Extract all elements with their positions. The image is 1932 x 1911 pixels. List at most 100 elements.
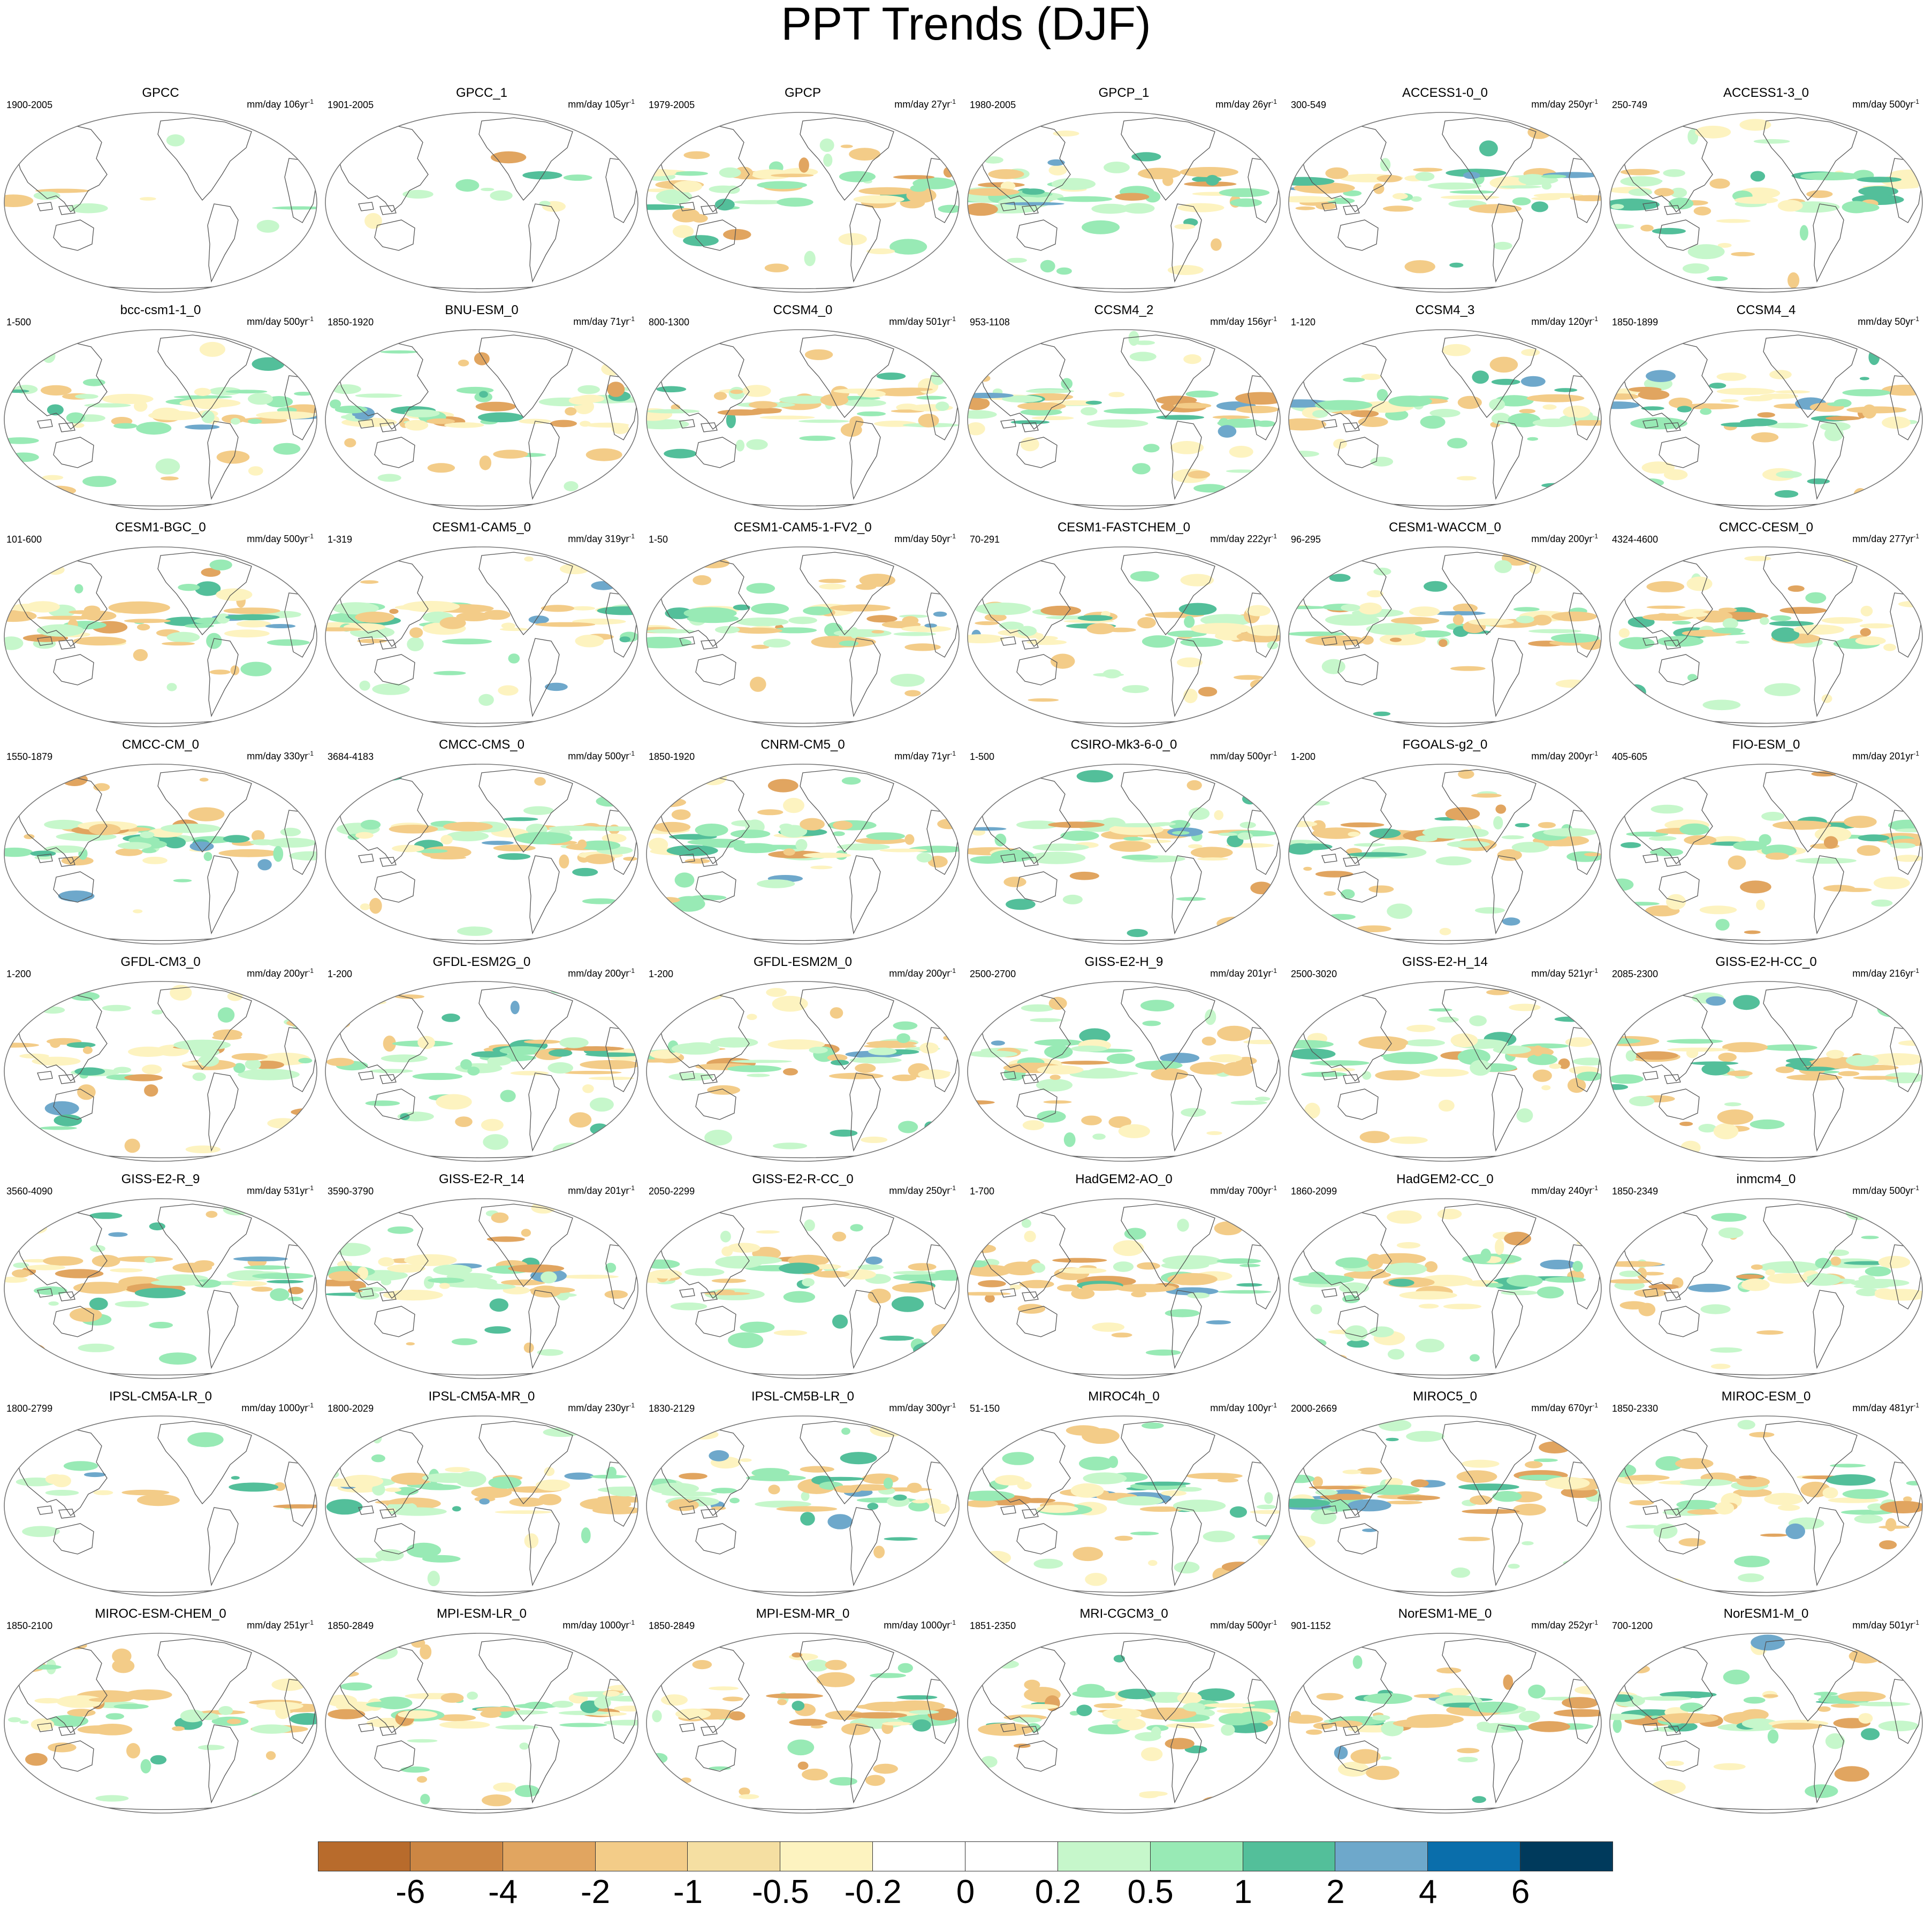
map-panel: ACCESS1-0_0 300-549 mm/day 250yr-1 bbox=[1284, 80, 1606, 299]
trend-patch bbox=[149, 1222, 165, 1231]
trend-patch bbox=[233, 1063, 246, 1073]
trend-patch bbox=[1736, 1274, 1764, 1279]
trend-patch bbox=[1788, 585, 1805, 592]
trend-patch bbox=[802, 1278, 815, 1286]
coastline bbox=[1022, 1509, 1039, 1519]
trend-patch bbox=[928, 926, 959, 938]
trend-patch bbox=[344, 1139, 355, 1146]
trend-patch bbox=[589, 1097, 614, 1112]
trend-patch bbox=[841, 1427, 850, 1435]
trend-patch bbox=[1844, 816, 1877, 828]
trend-patch bbox=[1715, 1502, 1735, 1515]
coastline bbox=[1321, 1288, 1337, 1298]
trend-patch bbox=[1239, 1263, 1260, 1267]
trend-patch bbox=[1242, 1571, 1267, 1582]
trend-patch bbox=[1533, 193, 1584, 198]
trend-patch bbox=[330, 1217, 348, 1226]
trend-patch bbox=[1468, 618, 1514, 626]
trend-patch bbox=[772, 995, 808, 1012]
trend-patch bbox=[686, 1422, 701, 1427]
trend-patch bbox=[199, 341, 225, 357]
trend-patch bbox=[197, 1745, 225, 1750]
trend-patch bbox=[1540, 1260, 1576, 1269]
coastline bbox=[658, 339, 750, 430]
trend-patch bbox=[436, 1094, 472, 1110]
trend-patch bbox=[1687, 674, 1698, 682]
trend-patch bbox=[166, 134, 185, 147]
trend-patch bbox=[1830, 1257, 1842, 1266]
trend-patch bbox=[8, 452, 39, 462]
trend-patch bbox=[1289, 177, 1335, 186]
coastline bbox=[1659, 1740, 1700, 1772]
trend-patch bbox=[1092, 1133, 1106, 1140]
map-border bbox=[967, 1415, 1281, 1596]
trend-patch bbox=[1489, 356, 1518, 373]
coastline bbox=[701, 205, 718, 215]
trend-patch bbox=[797, 1761, 809, 1770]
panel-title: bcc-csm1-1_0 bbox=[120, 303, 201, 317]
trend-patch bbox=[1413, 1694, 1441, 1699]
trend-patch bbox=[1070, 1483, 1104, 1498]
panel-units: mm/day 216yr-1 bbox=[1852, 967, 1919, 979]
trend-patch bbox=[1648, 1284, 1679, 1290]
panel-title: GPCP_1 bbox=[1098, 86, 1150, 100]
coastline bbox=[528, 1507, 560, 1587]
coastline bbox=[679, 419, 695, 429]
trend-patch bbox=[1679, 1479, 1733, 1486]
trend-patch bbox=[736, 617, 789, 627]
panel-years: 200 bbox=[1568, 534, 1585, 544]
trend-patch bbox=[1493, 1045, 1531, 1054]
trend-patch bbox=[565, 407, 577, 416]
panel-title: CMCC-CESM_0 bbox=[1718, 520, 1813, 535]
trend-patch bbox=[1751, 432, 1779, 443]
trend-patch bbox=[1734, 1556, 1770, 1567]
trend-patch bbox=[800, 1512, 815, 1526]
map-border bbox=[4, 1198, 317, 1379]
map-panel: GISS-E2-R-CC_0 2050-2299 mm/day 250yr-1 bbox=[642, 1167, 963, 1385]
panel-years: 200 bbox=[1568, 751, 1585, 762]
trend-patch bbox=[1710, 1347, 1743, 1353]
trend-patch bbox=[1289, 1535, 1316, 1550]
trend-patch bbox=[1226, 469, 1257, 473]
trend-patch bbox=[1413, 168, 1443, 172]
trend-patch bbox=[1497, 849, 1522, 861]
trend-patch bbox=[1200, 614, 1253, 626]
trend-patch bbox=[1475, 907, 1505, 914]
trend-map bbox=[967, 112, 1281, 293]
trend-patch bbox=[1759, 393, 1798, 399]
trend-patch bbox=[1731, 252, 1755, 256]
panel-period: 1979-2005 bbox=[649, 100, 695, 110]
coastline bbox=[800, 334, 894, 418]
colorbar-label: 1 bbox=[1234, 1874, 1252, 1910]
trend-patch bbox=[93, 1724, 133, 1735]
trend-patch bbox=[1722, 618, 1738, 629]
trend-patch bbox=[1533, 1458, 1558, 1462]
trend-patch bbox=[1324, 891, 1336, 896]
trend-patch bbox=[1629, 1500, 1654, 1506]
trend-patch bbox=[1545, 1276, 1586, 1283]
trend-patch bbox=[756, 1230, 780, 1234]
trend-patch bbox=[584, 854, 615, 864]
trend-patch bbox=[491, 1212, 509, 1223]
map-panel: GISS-E2-H_14 2500-3020 mm/day 521yr-1 bbox=[1284, 949, 1606, 1168]
trend-patch bbox=[424, 1276, 435, 1289]
panel-years: 531 bbox=[284, 1185, 300, 1196]
trend-patch bbox=[944, 356, 957, 372]
trend-patch bbox=[650, 679, 667, 687]
trend-patch bbox=[1036, 636, 1058, 641]
trend-patch bbox=[124, 1689, 172, 1701]
trend-patch bbox=[1034, 1039, 1083, 1046]
trend-patch bbox=[925, 479, 941, 484]
trend-patch bbox=[597, 1497, 638, 1503]
trend-patch bbox=[108, 1232, 128, 1237]
trend-patch bbox=[1219, 188, 1270, 197]
panel-period: 1850-1920 bbox=[328, 317, 374, 328]
coastline bbox=[1220, 1417, 1253, 1437]
trend-patch bbox=[1391, 616, 1440, 625]
trend-patch bbox=[1857, 845, 1881, 856]
trend-patch bbox=[1456, 476, 1477, 481]
trend-patch bbox=[1634, 1289, 1667, 1297]
panel-units: mm/day 277yr-1 bbox=[1852, 532, 1919, 544]
trend-patch bbox=[985, 331, 1007, 347]
trend-patch bbox=[172, 825, 202, 831]
